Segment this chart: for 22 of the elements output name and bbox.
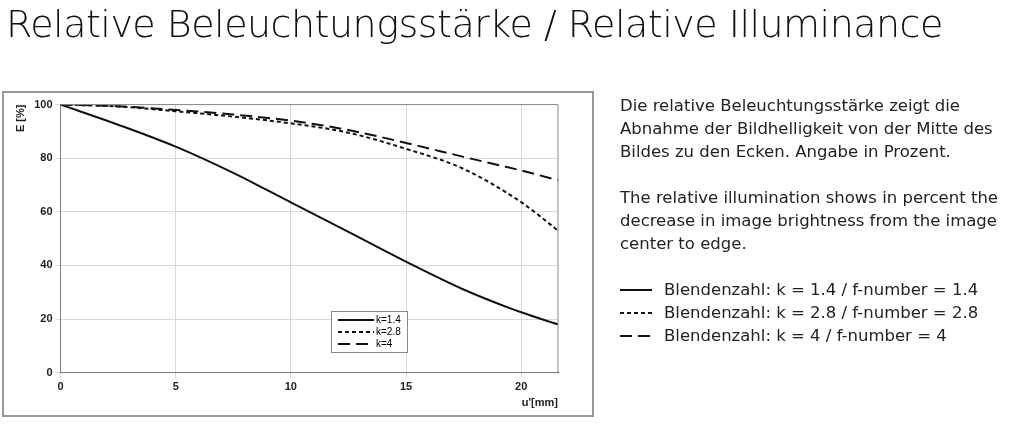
y-axis-title: E [%]	[13, 104, 26, 133]
x-tick-label: 10	[284, 380, 297, 393]
x-tick-label: 15	[399, 380, 413, 393]
text: Die relative Beleuchtungsstärke zeigt die Abnahme der Bildhelligkeit von der Mitte des Bildes zu den Ecken. Angabe in Prozent.	[620, 95, 994, 163]
x-tick-label: 20	[515, 380, 528, 393]
legend-label: k=1.4	[376, 314, 401, 326]
text: Blendenzahl: k = 1.4 / f-number = 1.4	[664, 279, 979, 301]
chart-title: Relative Beleuchtungsstärke / Relative Illuminance	[6, 2, 943, 46]
x-tick-label: 0	[57, 380, 64, 393]
y-tick-label: 40	[40, 258, 53, 271]
text: The relative illumination shows in percent the decrease in image brightness from the image center to edge.	[620, 187, 999, 255]
legend-label: k=2.8	[376, 326, 401, 338]
y-tick-label: 100	[34, 97, 53, 110]
y-tick-label: 0	[46, 365, 53, 378]
y-tick-label: 80	[40, 151, 53, 164]
x-tick-label: 5	[172, 380, 179, 393]
x-axis-title: u'[mm]	[521, 396, 559, 409]
y-tick-label: 60	[40, 204, 53, 217]
text: Blendenzahl: k = 2.8 / f-number = 2.8	[664, 302, 979, 324]
y-tick-label: 20	[40, 312, 53, 325]
legend-label: k=4	[376, 338, 393, 350]
text: Blendenzahl: k = 4 / f-number = 4	[664, 325, 947, 347]
